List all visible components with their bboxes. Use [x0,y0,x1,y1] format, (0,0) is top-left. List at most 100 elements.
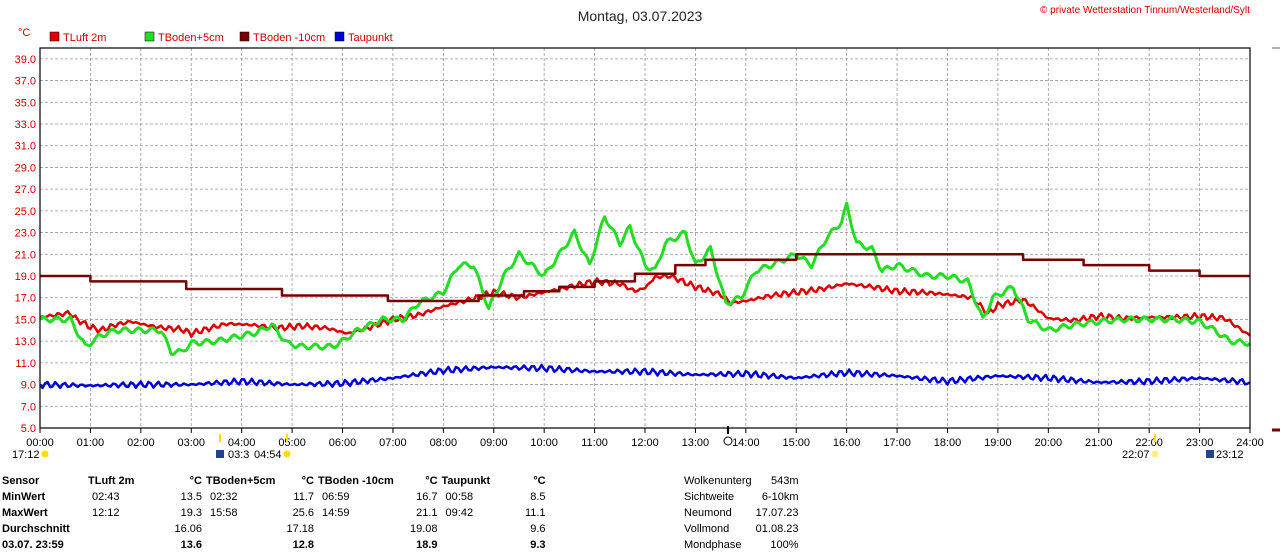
x-tick-label: 01:00 [77,437,105,449]
chart-title: Montag, 03.07.2023 [578,8,703,24]
x-tick-label: 08:00 [430,437,458,449]
stats-cell-c3: 06:59 [322,491,350,503]
info-key: Mondphase [684,539,742,551]
sun-moon-marks: 17:12 03:3 04:54 22:07 23:12 [12,426,1244,461]
stats-row: MaxWert 12:12 19.3 15:58 25.6 14:59 21.1 09:42 1… [0,505,548,521]
x-tick-label: 22:00 [1135,437,1163,449]
y-tick-label: 23.0 [15,228,36,240]
stats-cell-v1: 13.5 [180,491,202,503]
x-tick-label: 11:00 [581,437,608,449]
x-tick-label: 19:00 [984,437,1012,449]
legend-label-1: TBoden+5cm [158,32,224,44]
stats-cell-label: MaxWert [2,507,48,519]
legend-swatch-3 [334,31,345,42]
x-tick-label: 07:00 [379,437,407,449]
station-credit: © private Wetterstation Tinnum/Westerlan… [1040,5,1250,16]
stats-cell-c3 [316,521,408,537]
stats-cell-c4 [440,521,522,537]
stats-cell-v3: 21.1 [416,507,438,519]
y-tick-label: 7.0 [21,401,36,413]
sun-icon [1151,450,1159,458]
x-tick-label: 04:00 [228,437,256,449]
y-unit-label: °C [18,27,30,39]
x-tick-label: 24:00 [1236,437,1264,449]
stats-cell-v4: 8.5 [530,491,546,503]
stats-header-unit: °C [533,475,546,487]
series-line-0 [39,273,1251,338]
y-tick-label: 21.0 [15,249,36,261]
x-tick-label: 18:00 [934,437,962,449]
series-line-1 [38,201,1251,356]
sun-moon-time: 17:12 [12,449,40,461]
stats-cell-v2: 17.18 [286,523,314,535]
series-line-2 [40,253,1250,303]
y-tick-label: 13.0 [15,336,36,348]
stats-cell-c3 [316,537,408,553]
stats-table: Sensor TLuft 2m °C TBoden+5cm °C TBoden … [0,473,548,553]
info-value: 543m [770,475,799,487]
stats-header-taupunkt: Taupunkt [441,475,491,487]
stats-cell-c4 [440,537,522,553]
y-tick-label: 29.0 [15,162,36,174]
info-row: Vollmond 01.08.23 [682,521,801,537]
x-tick-label: 12:00 [631,437,659,449]
stats-cell-c2 [204,521,284,537]
y-tick-label: 39.0 [15,54,36,66]
stats-cell-v2: 25.6 [292,507,314,519]
y-axis: 39.0 37.0 35.0 33.0 31.0 29.0 27.0 25.0 23.0 21.0… [15,54,36,435]
stats-cell-v4: 9.6 [530,523,546,535]
y-tick-label: 9.0 [21,380,36,392]
stats-cell-label: 03.07. 23:59 [2,539,64,551]
x-tick-label: 05:00 [278,437,306,449]
sun-tick-icon [219,434,221,442]
x-tick-label: 00:00 [26,437,54,449]
stats-cell-c2 [204,537,284,553]
temperature-chart: Montag, 03.07.2023 °C TLuft 2m TBoden+5cm… [12,8,1280,461]
info-row: Wolkenunterg 543m [682,473,801,489]
info-value: 01.08.23 [755,523,799,535]
x-tick-label: 21:00 [1085,437,1113,449]
x-tick-label: 02:00 [127,437,155,449]
x-tick-label: 10:00 [530,437,558,449]
stats-cell-c1 [86,521,160,537]
info-key: Neumond [684,507,732,519]
sun-tick-icon [1154,434,1156,442]
stats-cell-v2: 11.7 [293,491,314,503]
stats-cell-c2: 15:58 [210,507,238,519]
info-row: Mondphase 100% [682,537,801,553]
stats-cell-v4: 11.1 [524,507,546,519]
info-key: Vollmond [684,523,730,535]
legend-swatch-1 [144,31,155,42]
legend-label-3: Taupunkt [348,32,393,44]
x-tick-label: 20:00 [1035,437,1063,449]
stats-row: Durchschnitt 16.06 17.18 19.08 9.6 [0,521,548,537]
stats-row: MinWert 02:43 13.5 02:32 11.7 06:59 16.7 00:58 8… [0,489,548,505]
y-tick-label: 31.0 [15,141,36,153]
stats-cell-v3: 16.7 [416,491,438,503]
sun-tick-icon [286,434,288,442]
info-key: Sichtweite [684,491,735,503]
stats-cell-c1: 02:43 [92,491,120,503]
stats-cell-v4: 9.3 [530,539,546,551]
stats-cell-label: Durchschnitt [2,523,70,535]
sun-moon-time: 22:07 [1122,449,1150,461]
stats-cell-c2: 02:32 [210,491,238,503]
stats-cell-label: MinWert [2,491,46,503]
stats-cell-v3: 18.9 [416,539,438,551]
stats-cell-c4: 00:58 [445,491,474,503]
info-value: 100% [770,539,799,551]
stats-cell-v1: 19.3 [180,507,202,519]
series-line-3 [38,363,1251,390]
info-value: 17.07.23 [755,507,799,519]
stats-cell-v1: 13.6 [180,539,202,551]
sun-moon-time: 23:12 [1216,449,1244,461]
legend-label-0: TLuft 2m [63,32,106,44]
moon-set-icon [1206,450,1214,458]
stats-header-tboden10: TBoden -10cm [318,475,394,487]
legend-label-2: TBoden -10cm [253,32,325,44]
legend: TLuft 2m TBoden+5cm TBoden -10cm Taupunkt [49,31,393,44]
x-tick-label: 06:00 [329,437,357,449]
stats-header-sensor: Sensor [2,475,40,487]
stats-header-unit: °C [189,475,202,487]
legend-swatch-0 [49,31,60,42]
